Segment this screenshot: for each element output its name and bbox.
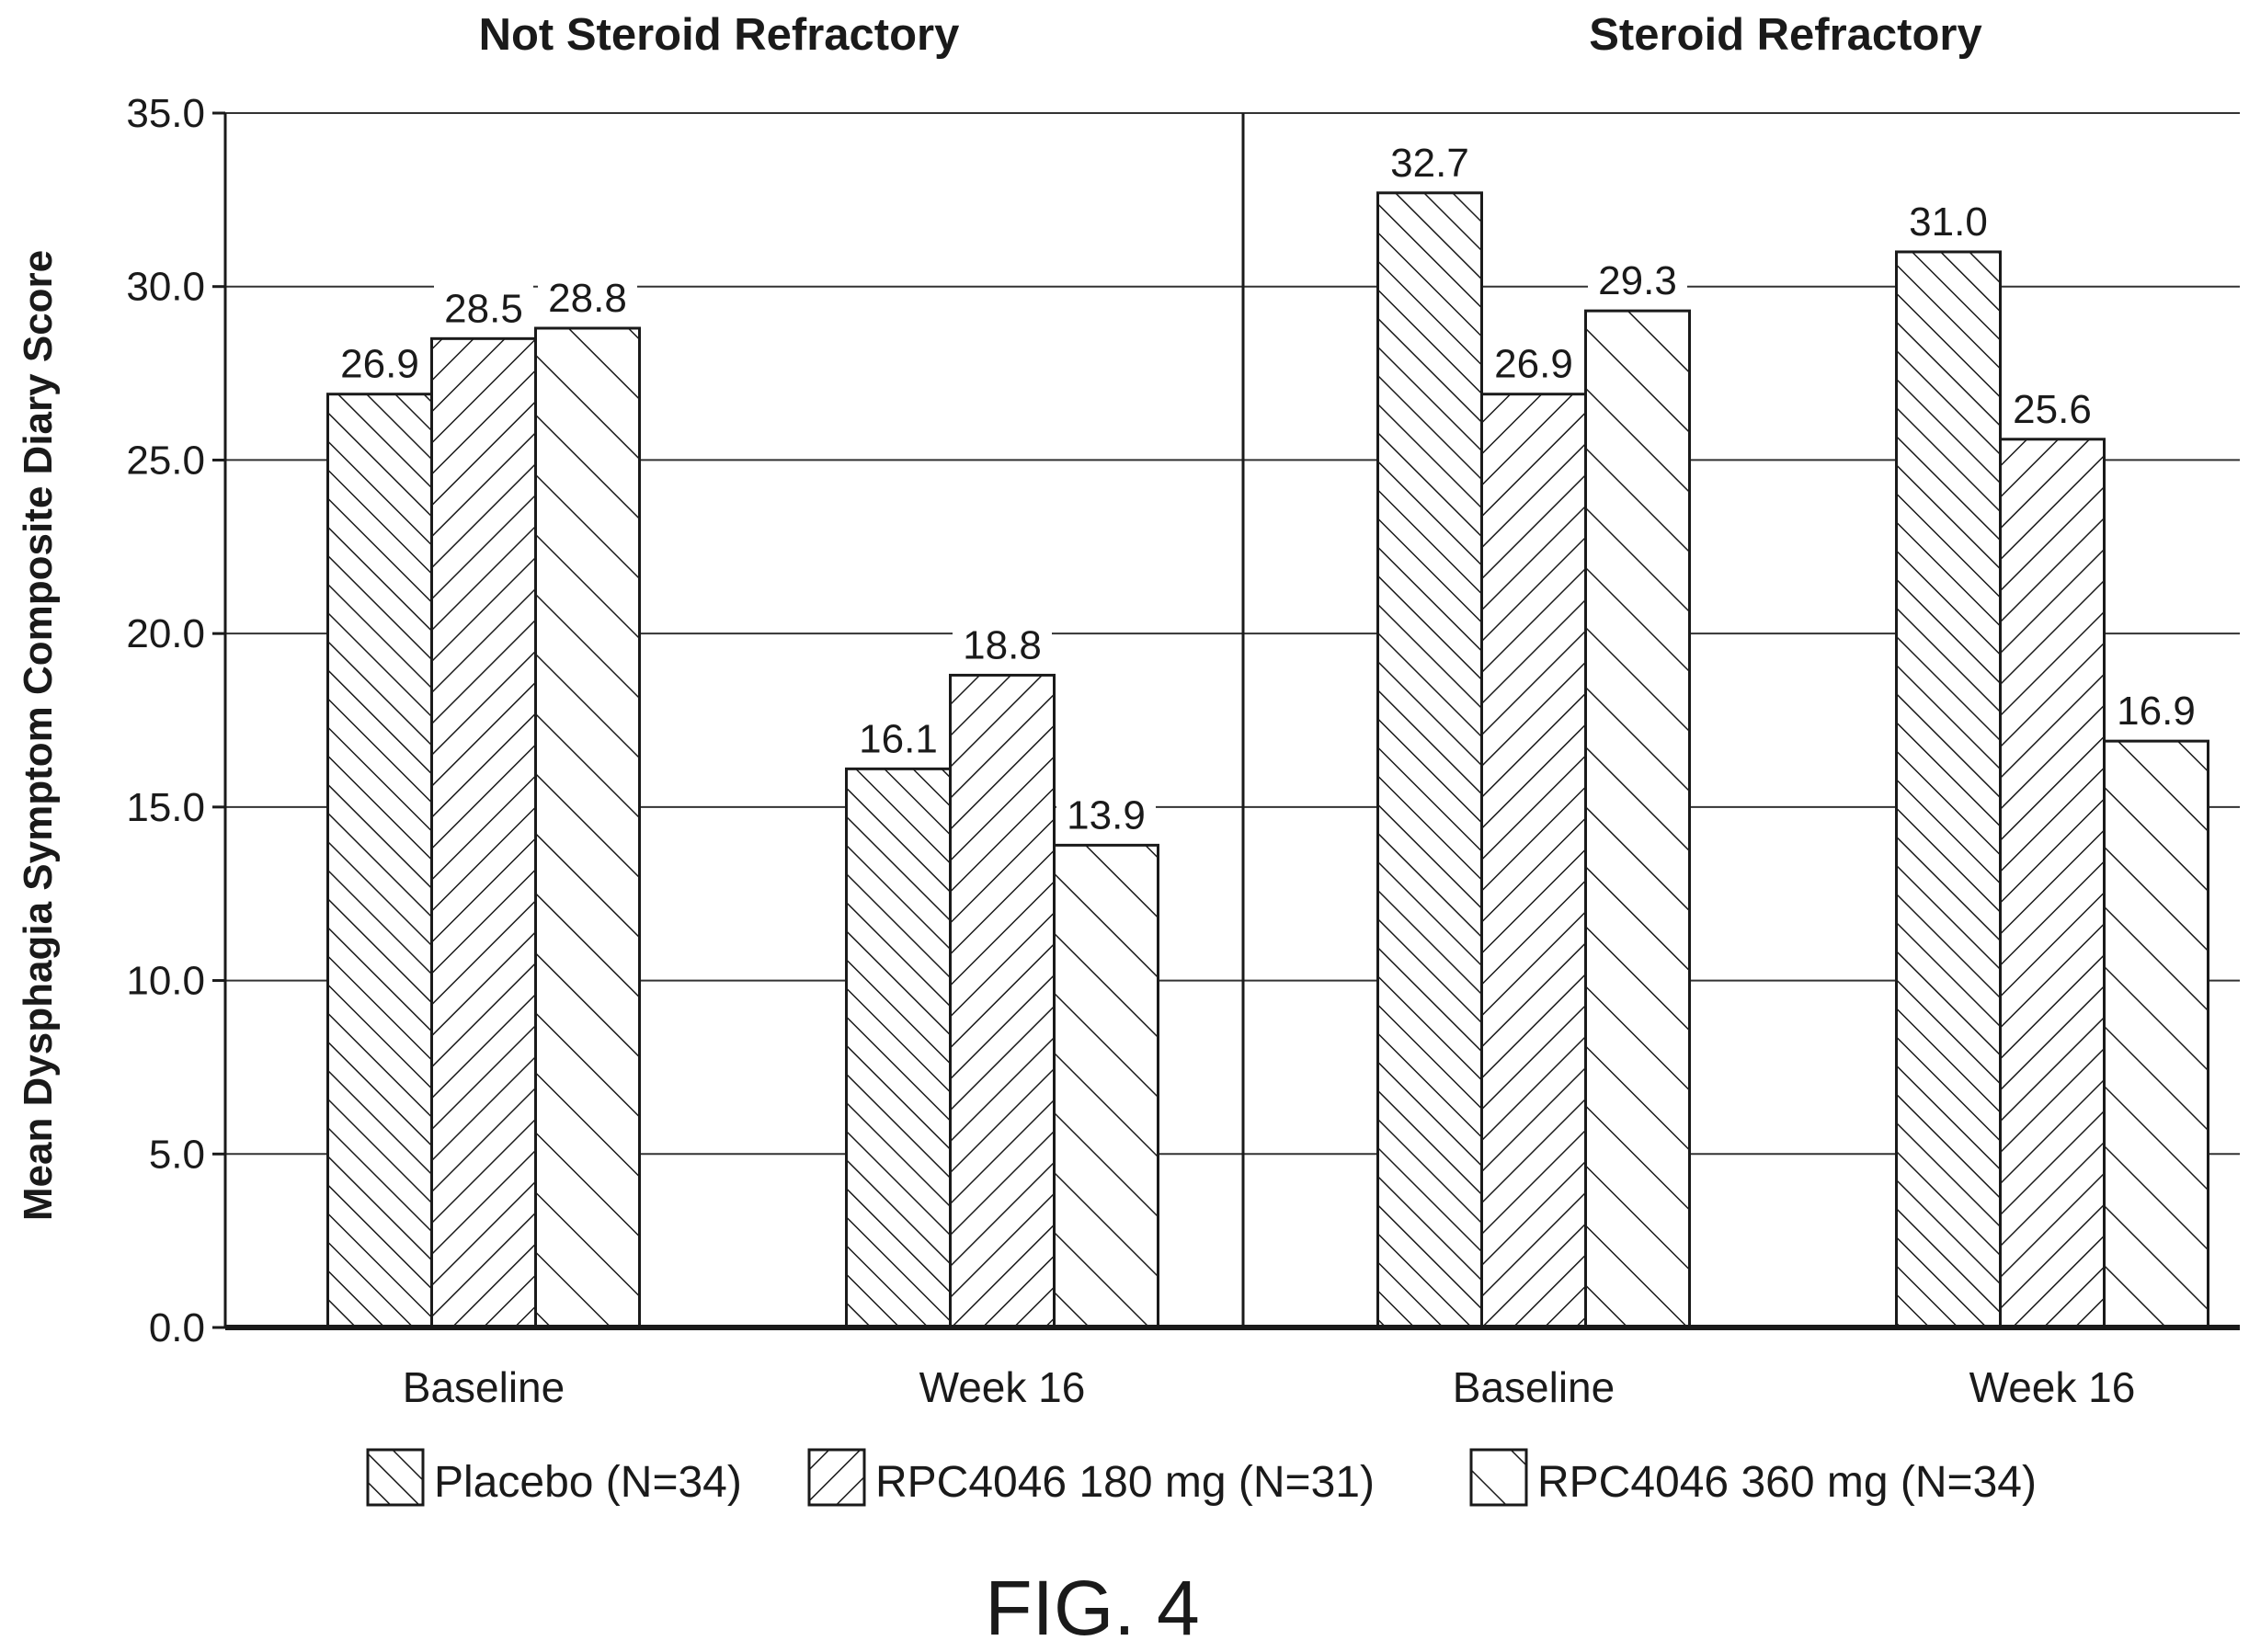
value-label-rpc4046-180: 18.8 — [963, 622, 1042, 667]
bar-placebo — [1376, 191, 1483, 1329]
bar-placebo — [845, 767, 952, 1329]
legend-swatch-rpc4046-360 — [1469, 1448, 1528, 1507]
legend-label-placebo: Placebo (N=34) — [434, 1458, 742, 1507]
value-label-background — [1056, 790, 1156, 837]
y-tick-label: 30.0 — [126, 265, 205, 310]
y-tick-label: 25.0 — [126, 438, 205, 483]
bar-rpc4046-180 — [1999, 438, 2106, 1329]
value-label-background — [538, 273, 637, 320]
bar-rpc4046-360 — [534, 326, 641, 1329]
value-label-background — [330, 338, 429, 385]
legend-item-placebo: Placebo (N=34) — [366, 1448, 742, 1507]
legend-label-rpc4046-360: RPC4046 360 mg (N=34) — [1537, 1458, 2037, 1507]
value-label-placebo: 32.7 — [1390, 141, 1469, 186]
value-label-placebo: 16.1 — [859, 716, 938, 761]
value-label-placebo: 26.9 — [340, 342, 419, 387]
y-tick-label: 20.0 — [126, 611, 205, 656]
legend-item-rpc4046-180: RPC4046 180 mg (N=31) — [807, 1448, 1375, 1507]
value-label-background — [1484, 338, 1583, 385]
panel-title-not-steroid-refractory: Not Steroid Refractory — [479, 10, 960, 60]
bars: 26.9 28.5 28.8 16.1 18.8 13.9 32.7 26.9 29.3 31.0… — [326, 137, 2209, 1329]
value-label-background — [953, 620, 1052, 666]
value-label-placebo: 31.0 — [1909, 199, 1988, 245]
value-label-rpc4046-360: 28.8 — [548, 276, 627, 321]
value-label-background — [1899, 196, 1998, 243]
legend-label-rpc4046-180: RPC4046 180 mg (N=31) — [875, 1458, 1375, 1507]
x-category-label: Baseline — [403, 1363, 565, 1411]
axes: 0.0 5.0 10.0 15.0 20.0 25.0 30.0 35.0 Baseline We… — [126, 91, 2240, 1411]
y-tick-label: 0.0 — [149, 1305, 205, 1350]
panel-title-steroid-refractory: Steroid Refractory — [1589, 10, 1982, 60]
value-label-background — [1380, 137, 1479, 184]
x-category-label: Baseline — [1453, 1363, 1615, 1411]
bar-rpc4046-360 — [2103, 739, 2209, 1329]
legend: Placebo (N=34) RPC4046 180 mg (N=31) RPC… — [366, 1448, 2037, 1507]
value-label-background — [434, 283, 533, 330]
bar-rpc4046-180 — [430, 336, 537, 1329]
bar-placebo — [1895, 250, 2002, 1329]
value-label-background — [1588, 256, 1687, 302]
value-label-rpc4046-360: 13.9 — [1067, 792, 1146, 837]
value-label-rpc4046-360: 29.3 — [1598, 258, 1677, 303]
y-tick-label: 15.0 — [126, 785, 205, 830]
y-axis-label: Mean Dysphagia Symptom Composite Diary S… — [16, 250, 61, 1221]
value-label-rpc4046-180: 28.5 — [444, 286, 523, 331]
legend-item-rpc4046-360: RPC4046 360 mg (N=34) — [1469, 1448, 2037, 1507]
legend-swatch-rpc4046-180 — [807, 1448, 866, 1507]
bar-rpc4046-180 — [949, 673, 1056, 1329]
value-label-rpc4046-180: 26.9 — [1494, 342, 1573, 387]
bar-rpc4046-180 — [1480, 393, 1587, 1329]
value-label-background — [2003, 383, 2102, 430]
bar-rpc4046-360 — [1053, 843, 1159, 1329]
figure-caption: FIG. 4 — [985, 1565, 1199, 1651]
value-label-background — [2106, 686, 2206, 733]
x-category-label: Week 16 — [1969, 1363, 2136, 1411]
y-tick-label: 10.0 — [126, 959, 205, 1004]
x-category-label: Week 16 — [919, 1363, 1086, 1411]
value-label-background — [849, 713, 948, 760]
value-label-rpc4046-360: 16.9 — [2117, 689, 2196, 734]
y-tick-label: 5.0 — [149, 1132, 205, 1177]
value-label-rpc4046-180: 25.6 — [2013, 387, 2092, 432]
legend-swatch-placebo — [366, 1448, 425, 1507]
bar-rpc4046-360 — [1584, 309, 1691, 1329]
y-tick-label: 35.0 — [126, 91, 205, 136]
bar-placebo — [326, 393, 433, 1329]
